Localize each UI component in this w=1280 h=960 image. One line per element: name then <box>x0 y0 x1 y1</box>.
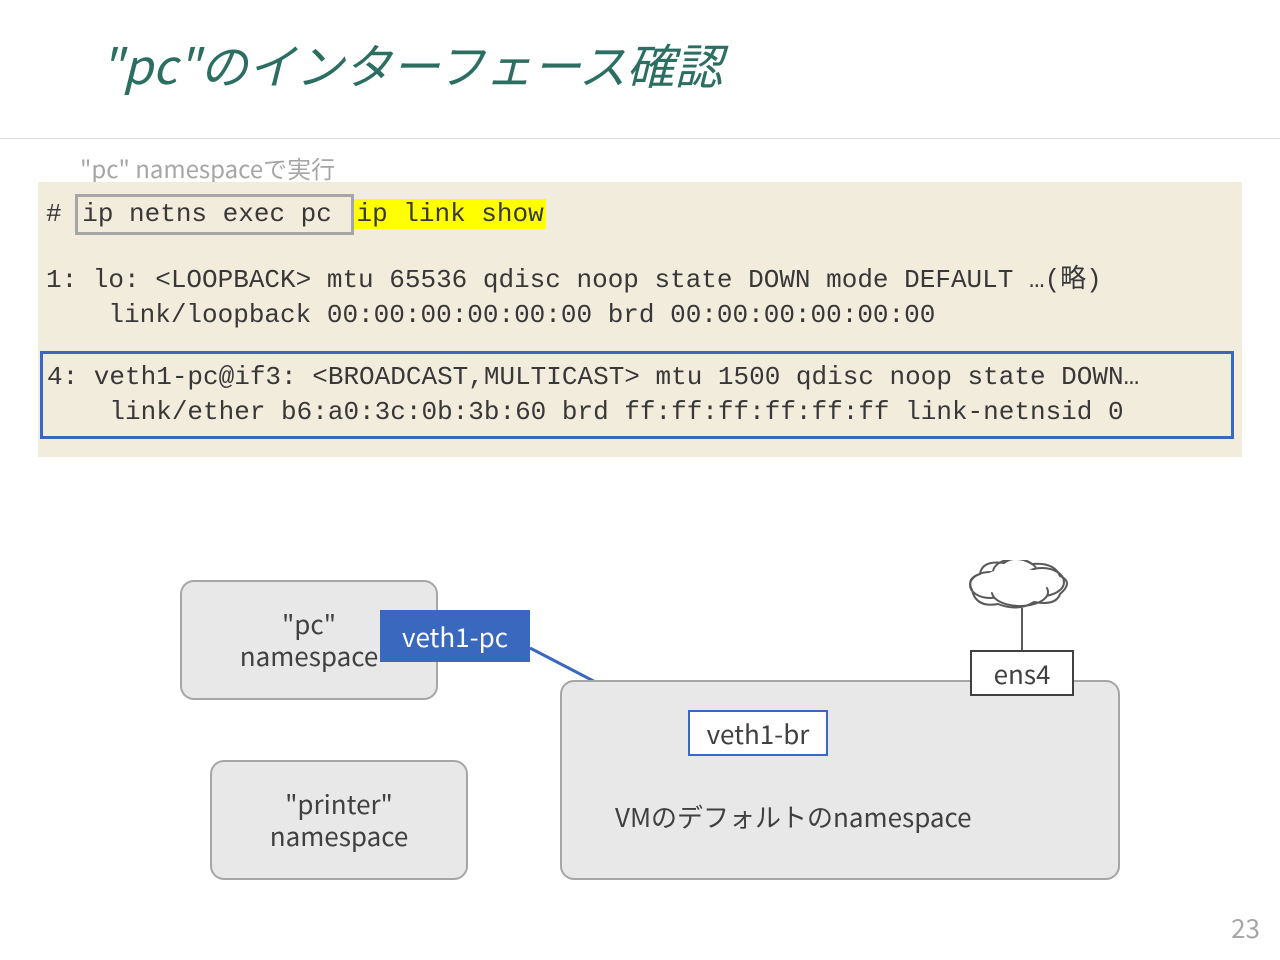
output-line-lo-2: link/loopback 00:00:00:00:00:00 brd 00:0… <box>46 298 1228 333</box>
highlighted-output-box: 4: veth1-pc@if3: <BROADCAST,MULTICAST> m… <box>40 351 1234 439</box>
prompt-hash: # <box>46 199 77 229</box>
divider <box>0 138 1280 139</box>
output-line-lo-1: 1: lo: <LOOPBACK> mtu 65536 qdisc noop s… <box>46 263 1228 298</box>
annotation-text: "pc" namespaceで実行 <box>80 150 335 185</box>
printer-namespace-label-1: "printer" <box>285 788 393 821</box>
printer-namespace-label-2: namespace <box>270 820 409 853</box>
highlighted-command: ip link show <box>354 199 545 229</box>
veth1-br-box: veth1-br <box>688 710 828 756</box>
pc-namespace-label-1: "pc" <box>282 608 336 641</box>
ens4-box: ens4 <box>970 650 1074 696</box>
netns-exec-box: ip netns exec pc <box>75 194 354 235</box>
output-line-veth-1: 4: veth1-pc@if3: <BROADCAST,MULTICAST> m… <box>47 360 1227 395</box>
cloud-icon-outline <box>970 560 1067 608</box>
code-block: # ip netns exec pc ip link show 1: lo: <… <box>38 182 1242 457</box>
vm-namespace-box <box>560 680 1120 880</box>
printer-namespace-box: "printer" namespace <box>210 760 468 880</box>
veth1-pc-box: veth1-pc <box>380 610 530 662</box>
pc-namespace-label-2: namespace <box>240 640 379 673</box>
cloud-icon <box>970 560 1064 606</box>
vm-namespace-label: VMのデフォルトのnamespace <box>615 798 972 835</box>
command-line: # ip netns exec pc ip link show <box>46 194 1228 235</box>
page-number: 23 <box>1231 909 1260 946</box>
output-line-veth-2: link/ether b6:a0:3c:0b:3b:60 brd ff:ff:f… <box>47 395 1227 430</box>
network-diagram: VMのデフォルトのnamespace "pc" namespace "print… <box>130 560 1150 920</box>
cloud-icon-overlay <box>981 568 1049 596</box>
slide-title: "pc"のインターフェース確認 <box>100 28 722 98</box>
